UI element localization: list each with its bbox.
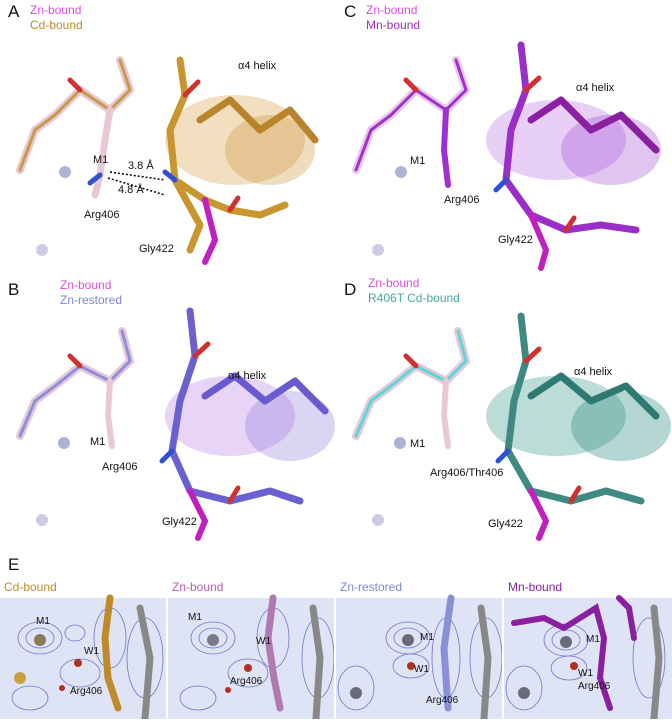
arg406-label: Arg406 xyxy=(84,209,120,221)
legend-zn-bound: Zn-bound xyxy=(366,3,418,17)
legend-zn-restored: Zn-restored xyxy=(60,293,123,307)
gly422-label: Gly422 xyxy=(498,234,533,246)
panel-a-structure xyxy=(16,56,319,265)
subpanel-title: Mn-bound xyxy=(508,580,563,594)
m1-label: M1 xyxy=(410,438,426,450)
panel-c-structure xyxy=(352,41,661,271)
helix-label: α4 helix xyxy=(574,366,613,378)
panel-d-structure xyxy=(352,312,671,541)
panel-b-legend: Zn-bound Zn-restored xyxy=(60,278,122,308)
panel-b-structure xyxy=(16,307,335,541)
distance-label-1: 3.8 Å xyxy=(128,160,154,172)
arg406-label: Arg406 xyxy=(578,681,611,692)
w1-label: W1 xyxy=(84,646,99,657)
panel-b: B Zn-bound Zn-restored α4 helix M1 Arg40… xyxy=(0,276,336,548)
density-map-mn-bound xyxy=(504,595,672,722)
distance-label-2: 4.8 Å xyxy=(118,184,144,196)
panel-a: A Zn-bound Cd-bound α4 helix M1 3.8 Å 4.… xyxy=(0,0,336,276)
subpanel-title: Zn-bound xyxy=(172,580,224,594)
m1-label: M1 xyxy=(188,612,202,623)
helix-label: α4 helix xyxy=(238,60,277,72)
m1-label: M1 xyxy=(586,634,600,645)
density-map-zn-restored xyxy=(336,594,503,722)
m1-label: M1 xyxy=(420,632,434,643)
arg406-label: Arg406 xyxy=(70,686,103,697)
arg406-label: Arg406 xyxy=(444,194,480,206)
arg406-label: Arg406 xyxy=(426,695,459,706)
panel-d-letter: D xyxy=(344,280,357,299)
arg406-thr406-label: Arg406/Thr406 xyxy=(430,467,504,479)
density-map-cd-bound xyxy=(0,594,166,722)
panel-c: C Zn-bound Mn-bound α4 helix M1 Arg406 G… xyxy=(336,0,672,276)
arg406-label: Arg406 xyxy=(230,676,263,687)
panel-d: D Zn-bound R406T Cd-bound α4 helix M1 Ar… xyxy=(336,276,672,548)
panel-b-letter: B xyxy=(8,280,20,299)
legend-zn-bound: Zn-bound xyxy=(60,278,112,292)
legend-r406t-cd-bound: R406T Cd-bound xyxy=(368,291,460,305)
m1-label: M1 xyxy=(90,436,106,448)
legend-cd-bound: Cd-bound xyxy=(30,18,83,32)
panel-d-legend: Zn-bound R406T Cd-bound xyxy=(368,276,460,306)
helix-label: α4 helix xyxy=(576,82,615,94)
gly422-label: Gly422 xyxy=(139,243,174,255)
arg406-label: Arg406 xyxy=(102,461,138,473)
w1-label: W1 xyxy=(578,668,593,679)
legend-zn-bound: Zn-bound xyxy=(368,276,420,290)
panel-c-letter: C xyxy=(344,2,357,21)
panel-e-zn-bound: Zn-bound M1 W1 Arg406 xyxy=(168,578,335,722)
m1-label: M1 xyxy=(36,616,50,627)
panel-a-legend: Zn-bound Cd-bound xyxy=(30,3,83,33)
panel-e-letter: E xyxy=(8,555,20,574)
subpanel-title: Cd-bound xyxy=(4,580,57,594)
legend-zn-bound: Zn-bound xyxy=(30,3,82,17)
panel-e-mn-bound: Mn-bound M1 W1 Arg406 xyxy=(504,578,672,722)
gly422-label: Gly422 xyxy=(162,516,197,528)
subpanel-title: Zn-restored xyxy=(340,580,403,594)
panel-a-letter: A xyxy=(8,2,20,21)
m1-label: M1 xyxy=(410,155,426,167)
panel-e-zn-restored: Zn-restored M1 W1 Arg406 xyxy=(336,578,503,722)
panel-c-legend: Zn-bound Mn-bound xyxy=(366,3,420,33)
panel-e-cd-bound: Cd-bound M1 W1 Arg406 xyxy=(0,578,166,722)
gly422-label: Gly422 xyxy=(488,518,523,530)
density-map-zn-bound xyxy=(168,594,335,722)
m1-label: M1 xyxy=(93,154,109,166)
helix-label: α4 helix xyxy=(228,370,267,382)
legend-mn-bound: Mn-bound xyxy=(366,18,421,32)
w1-label: W1 xyxy=(414,664,429,675)
w1-label: W1 xyxy=(256,636,271,647)
